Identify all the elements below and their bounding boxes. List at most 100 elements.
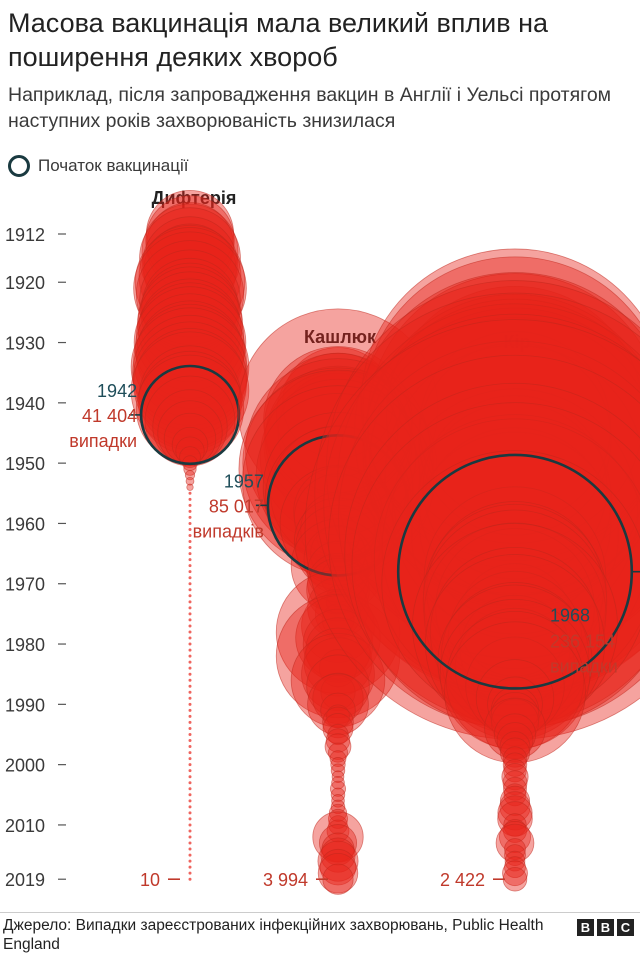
data-bubble xyxy=(186,483,194,491)
data-bubble xyxy=(145,195,235,285)
data-bubble xyxy=(320,837,356,873)
data-bubble xyxy=(188,708,192,712)
data-bubble xyxy=(188,793,192,797)
data-bubble xyxy=(188,775,192,779)
data-bubble xyxy=(133,327,247,442)
data-bubble xyxy=(188,654,192,658)
data-bubble xyxy=(188,732,192,736)
data-bubble xyxy=(497,795,533,831)
data-bubble xyxy=(499,821,531,853)
y-tick-label: 1920 xyxy=(5,273,45,293)
legend: Початок вакцинації xyxy=(8,152,189,180)
data-bubble xyxy=(331,794,345,808)
data-bubble xyxy=(188,515,192,519)
data-bubble xyxy=(331,775,345,790)
data-bubble xyxy=(188,702,192,706)
data-bubble xyxy=(384,344,640,606)
data-bubble xyxy=(188,630,192,634)
data-bubble xyxy=(330,757,346,773)
data-bubble xyxy=(188,642,192,646)
data-bubble xyxy=(188,745,192,749)
data-bubble xyxy=(188,594,192,598)
data-bubble xyxy=(503,776,527,801)
data-bubble xyxy=(188,739,192,743)
vaccination-cases: 41 404 xyxy=(82,406,137,426)
data-bubble xyxy=(317,852,359,894)
data-bubble xyxy=(188,847,192,851)
legend-label: Початок вакцинації xyxy=(38,156,189,175)
data-bubble xyxy=(144,375,236,467)
data-bubble xyxy=(143,223,237,317)
vaccination-year: 1942 xyxy=(97,381,137,401)
data-bubble xyxy=(314,590,362,637)
y-tick-label: 1980 xyxy=(5,635,45,655)
data-bubble xyxy=(188,509,192,513)
vaccination-cases: 236 154 xyxy=(550,632,615,652)
data-bubble xyxy=(504,844,526,866)
data-bubble xyxy=(188,781,192,785)
data-bubble xyxy=(501,763,529,791)
data-bubble xyxy=(188,696,192,700)
data-bubble xyxy=(188,690,192,694)
data-bubble xyxy=(319,848,357,886)
data-bubble xyxy=(188,521,192,525)
bbc-logo: B B C xyxy=(577,919,634,936)
vaccination-cases: 85 017 xyxy=(209,496,264,516)
logo-letter: C xyxy=(617,919,634,936)
data-bubble xyxy=(305,617,371,683)
data-bubble xyxy=(188,871,192,875)
y-tick-label: 2010 xyxy=(5,816,45,836)
data-bubble xyxy=(275,569,401,695)
data-bubble xyxy=(422,509,608,695)
data-bubble xyxy=(458,563,572,677)
data-bubble xyxy=(490,691,540,741)
data-bubble xyxy=(188,503,192,507)
data-bubble xyxy=(426,501,604,679)
data-bubble xyxy=(188,835,192,839)
data-bubble xyxy=(188,497,192,501)
data-bubble xyxy=(454,607,576,729)
data-bubble xyxy=(418,342,612,536)
y-tick-label: 1950 xyxy=(5,454,45,474)
last-value-label: 3 994 xyxy=(263,870,308,890)
data-bubble xyxy=(188,757,192,761)
vaccination-unit: випадки xyxy=(550,657,618,677)
data-bubble xyxy=(188,534,192,537)
bubble-chart: 1912 1920 1930 1940 1950 1960 1970 1980 1990 2000… xyxy=(5,188,640,895)
data-bubble xyxy=(188,787,192,791)
data-bubble xyxy=(188,582,192,586)
data-bubble xyxy=(329,780,346,797)
data-bubble xyxy=(188,811,192,815)
data-bubble xyxy=(188,606,192,610)
data-bubble xyxy=(317,840,359,882)
data-bubble xyxy=(354,272,640,594)
data-bubble xyxy=(132,314,248,431)
data-bubble xyxy=(188,491,192,495)
y-tick-label: 1930 xyxy=(5,334,45,354)
data-bubble xyxy=(360,248,640,558)
data-bubble xyxy=(188,763,192,767)
data-bubble xyxy=(188,859,192,863)
data-bubble xyxy=(495,823,535,863)
data-bubble xyxy=(329,750,347,767)
data-bubble xyxy=(188,865,192,869)
series-label: Кір xyxy=(504,332,531,352)
data-bubble xyxy=(188,726,192,730)
data-bubble xyxy=(188,648,192,652)
last-value-label: 10 xyxy=(140,870,160,890)
data-bubble xyxy=(188,576,192,580)
data-bubble xyxy=(321,603,355,637)
vaccination-leader xyxy=(631,570,640,573)
vaccination-unit: випадки xyxy=(69,431,137,451)
data-bubble xyxy=(188,672,192,676)
data-bubble xyxy=(324,733,352,760)
chart-subtitle: Наприклад, після запровадження вакцин в … xyxy=(8,84,612,132)
series-label: Дифтерія xyxy=(152,188,237,208)
data-bubble xyxy=(264,365,412,513)
source-note: Джерело: Випадки зареєстрованих інфекцій… xyxy=(3,917,544,953)
vaccination-unit: випадків xyxy=(193,521,264,541)
data-bubble xyxy=(133,231,247,346)
y-tick-label: 1960 xyxy=(5,514,45,534)
data-bubble xyxy=(188,751,192,755)
data-bubble xyxy=(185,476,195,486)
